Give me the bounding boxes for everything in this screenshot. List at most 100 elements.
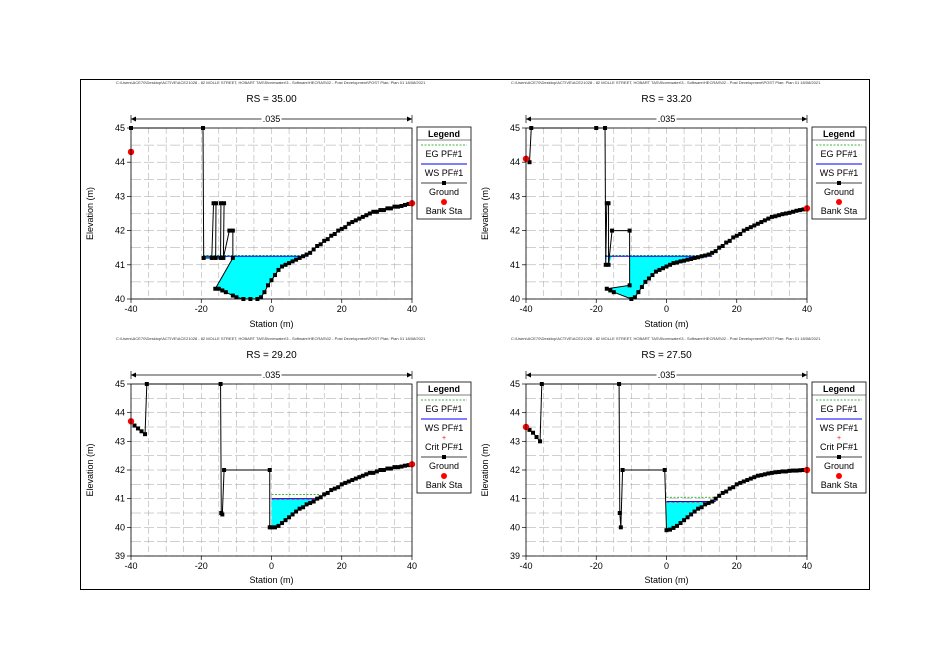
y-tick-label: 43 [510, 436, 520, 446]
legend-bank-swatch [441, 199, 447, 205]
ground-point [720, 490, 725, 495]
ground-point [752, 223, 757, 228]
ground-point [234, 295, 239, 300]
n-value-left-arrow [526, 372, 531, 378]
ground-point [646, 276, 651, 281]
y-tick-label: 42 [510, 226, 520, 236]
grid [525, 383, 808, 557]
chart-title: RS = 29.20 [246, 350, 297, 361]
ground-point [392, 204, 397, 209]
ground-point [627, 283, 632, 288]
ground-point [745, 478, 750, 483]
ground-point [801, 468, 806, 472]
ground-point [364, 472, 369, 477]
n-value-label: .035 [263, 370, 281, 380]
legend-ground-marker [837, 455, 841, 459]
ground-point [360, 214, 365, 219]
ground-point [308, 250, 313, 255]
legend-ground-label: Ground [429, 461, 459, 471]
ground-point [682, 518, 687, 523]
ground-point [276, 267, 281, 272]
ground-point [395, 204, 400, 209]
ground-point [759, 220, 764, 225]
x-tick-label: 20 [337, 304, 347, 314]
ground-point [734, 233, 739, 238]
file-path-text: C:\Users\ACE70\Desktop\ACTIVE\ACE21028 -… [116, 336, 426, 341]
ground-point [297, 506, 302, 511]
ground-point [617, 511, 622, 515]
y-tick-label: 44 [510, 408, 520, 418]
ground-point [748, 225, 753, 230]
ground-point [738, 480, 743, 485]
legend-crit-swatch: + [837, 435, 841, 442]
ground-point [367, 470, 372, 475]
y-tick-label: 40 [115, 294, 125, 304]
ground-point [222, 201, 227, 206]
ground-point [657, 267, 662, 272]
ground-point [773, 470, 778, 475]
ground-point [696, 255, 701, 260]
ground-point [710, 250, 715, 255]
y-axis-label: Elevation (m) [85, 187, 95, 240]
ground-point [318, 495, 323, 500]
x-tick-label: -40 [124, 561, 137, 571]
x-tick-label: 0 [269, 561, 274, 571]
ground-point [752, 475, 757, 480]
ground-point [388, 206, 393, 211]
ground-point [230, 255, 235, 260]
ground-point [671, 261, 676, 266]
n-value-label: .035 [658, 114, 676, 124]
ground-point [346, 479, 351, 484]
ground-point [675, 523, 680, 528]
ground-point [273, 273, 278, 278]
x-tick-label: 40 [802, 304, 812, 314]
ground-point [603, 262, 608, 267]
ground-point [794, 468, 799, 473]
ground-point [214, 201, 219, 206]
ground-point [710, 499, 715, 504]
y-tick-label: 45 [510, 123, 520, 133]
x-tick-label: 40 [407, 561, 417, 571]
ground-point [218, 255, 223, 260]
ground-point [385, 466, 390, 471]
n-value-label-bg [656, 113, 677, 123]
n-value-right-arrow [407, 116, 412, 122]
ground-point [527, 427, 532, 432]
ground-point [685, 257, 690, 262]
y-tick-label: 40 [115, 522, 125, 532]
ground-point [755, 473, 760, 478]
ground-point [531, 430, 536, 435]
x-tick-label: -20 [590, 561, 603, 571]
ground-point [776, 213, 781, 218]
legend-eg-label: EG PF#1 [425, 404, 462, 414]
x-axis-label: Station (m) [644, 319, 688, 329]
ground-point [304, 252, 309, 257]
grid [525, 127, 808, 300]
ground-point [399, 464, 404, 469]
ground-point [699, 254, 704, 259]
y-tick-label: 41 [510, 494, 520, 504]
ground-point [132, 423, 137, 428]
y-tick-label: 42 [115, 465, 125, 475]
ground-point [213, 286, 218, 291]
x-tick-label: 20 [732, 304, 742, 314]
ground-point [762, 218, 767, 223]
ground-point [724, 489, 729, 494]
ground-point [720, 243, 725, 248]
y-tick-label: 44 [115, 157, 125, 167]
ground-point [689, 256, 694, 261]
ground-point [783, 469, 788, 474]
ground-point [538, 439, 543, 444]
ground-point [610, 228, 615, 233]
ground-point [287, 515, 292, 520]
ground-point [276, 523, 281, 528]
ground-point [627, 228, 632, 233]
ground-point [280, 521, 285, 526]
ground-point [213, 255, 218, 260]
chart-title: RS = 35.00 [246, 94, 297, 105]
ground-point [632, 295, 637, 300]
legend-bank-label: Bank Sta [821, 206, 858, 216]
ground-point [353, 218, 358, 223]
ground-point [639, 285, 644, 290]
ground-point [304, 502, 309, 507]
